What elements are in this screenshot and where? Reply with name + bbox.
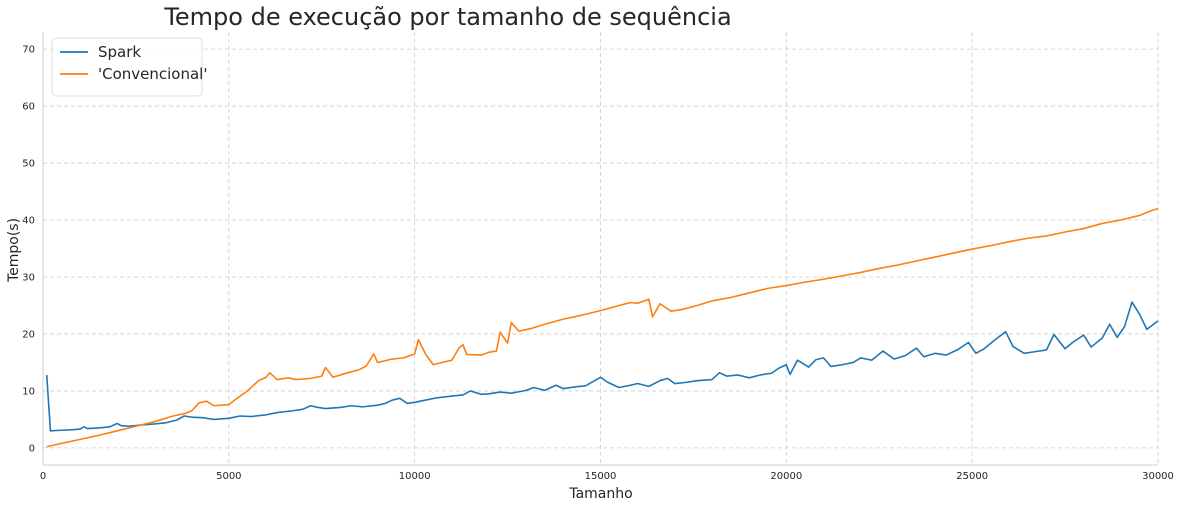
y-tick-label: 10 (22, 386, 35, 397)
chart-title: Tempo de execução por tamanho de sequênc… (163, 3, 731, 31)
x-tick-label: 5000 (216, 471, 241, 482)
y-tick-label: 60 (22, 102, 35, 113)
series (45, 207, 1159, 448)
y-tick-label: 40 (22, 216, 35, 227)
legend-label-1: 'Convencional' (98, 65, 207, 83)
y-tick-label: 50 (22, 159, 35, 170)
x-axis-label: Tamanho (568, 486, 632, 502)
legend-frame (51, 37, 203, 97)
x-tick-label: 25000 (956, 471, 988, 482)
y-tick-label: 70 (22, 45, 35, 56)
series-line-0 (45, 301, 1159, 432)
x-tick-label: 0 (40, 471, 46, 482)
grid (43, 32, 1159, 465)
axes: 0 5000 10000 15000 20000 25000 30000 0 10 20 30 40 5… (22, 32, 1174, 482)
x-tick-label: 20000 (770, 471, 802, 482)
legend: Spark 'Convencional' (51, 37, 207, 97)
y-tick-label: 30 (22, 272, 35, 283)
x-tick-label: 10000 (399, 471, 431, 482)
y-axis-label: Tempo(s) (6, 218, 22, 283)
x-tick-label: 30000 (1142, 471, 1174, 482)
x-tick-label: 15000 (585, 471, 617, 482)
legend-label-0: Spark (98, 43, 141, 61)
y-tick-label: 20 (22, 329, 35, 340)
y-tick-label: 0 (29, 443, 35, 454)
series-line-1 (46, 207, 1159, 448)
